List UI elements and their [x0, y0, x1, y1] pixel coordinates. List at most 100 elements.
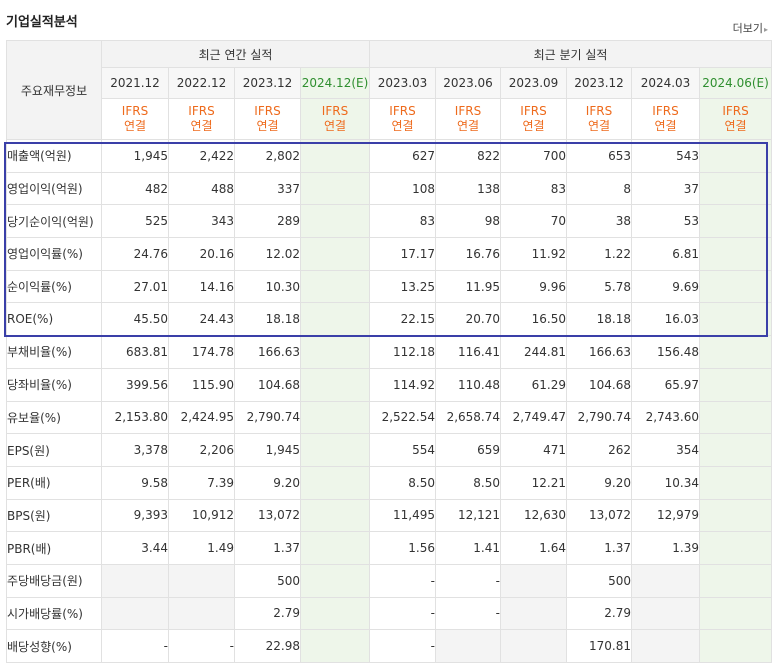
table-cell: 3.44: [101, 531, 169, 565]
table-cell: 37: [631, 171, 700, 206]
basis-line2: 연결: [654, 119, 677, 133]
table-cell: [300, 531, 370, 565]
table-cell: -: [435, 563, 501, 598]
basis-header: IFRS 연결: [168, 98, 235, 140]
table-cell: 1.22: [566, 237, 632, 271]
table-cell: 166.63: [566, 335, 632, 369]
table-cell: [300, 563, 370, 598]
basis-line1: IFRS: [520, 104, 547, 118]
table-cell: 659: [435, 433, 501, 467]
row-label: 시가배당률(%): [6, 596, 102, 631]
table-cell: [698, 629, 773, 663]
table-cell: 114.92: [369, 367, 436, 402]
basis-line2: 연결: [456, 119, 480, 133]
table-cell: 98: [435, 204, 501, 239]
table-cell: 12,630: [500, 498, 567, 533]
period-label: 2021.12: [110, 76, 160, 90]
table-cell: [698, 563, 773, 598]
table-cell: 471: [500, 433, 567, 467]
annual-group-header: 최근 연간 실적: [101, 40, 370, 68]
table-cell: 20.70: [435, 302, 501, 337]
table-cell: [698, 367, 773, 402]
row-label: 당기순이익(억원): [6, 204, 102, 239]
table-row: ROE(%) 45.50 24.43 18.18 22.15 20.70 16.50 18.1…: [6, 302, 773, 337]
table-cell: 8: [566, 171, 632, 206]
table-cell: 20.16: [168, 237, 235, 271]
basis-line1: IFRS: [652, 104, 679, 118]
table-cell: 2,658.74: [435, 400, 501, 435]
period-header: 2022.12: [168, 67, 235, 99]
row-label: 주당배당금(원): [6, 563, 102, 598]
basis-line2: 연결: [123, 119, 147, 133]
table-cell: 9.69: [631, 269, 700, 304]
table-cell: 3,378: [101, 433, 169, 467]
table-cell: 13,072: [566, 498, 632, 533]
table-cell: 11.92: [500, 237, 567, 271]
table-cell: [698, 498, 773, 533]
table-row: PBR(배) 3.44 1.49 1.37 1.56 1.41 1.64 1.37 1.39: [6, 531, 773, 565]
table-cell: 627: [369, 139, 436, 173]
table-cell: [300, 400, 370, 435]
table-cell: 27.01: [101, 269, 169, 304]
table-cell: 110.48: [435, 367, 501, 402]
table-cell: 9.20: [234, 465, 301, 500]
basis-line1: IFRS: [254, 104, 281, 118]
period-label: 2024.12(E): [301, 76, 369, 90]
table-cell: [698, 302, 773, 337]
row-label: 매출액(억원): [6, 139, 102, 173]
table-cell: 1.39: [631, 531, 700, 565]
basis-line2: 연결: [724, 119, 747, 133]
table-cell: 2,749.47: [500, 400, 567, 435]
table-row: 영업이익(억원) 482 488 337 108 138 83 8 37: [6, 171, 773, 206]
table-cell: 18.18: [234, 302, 301, 337]
table-cell: 61.29: [500, 367, 567, 402]
table-cell: 2,153.80: [101, 400, 169, 435]
table-cell: 2,790.74: [234, 400, 301, 435]
period-label: 2023.12: [574, 76, 624, 90]
table-row: 당기순이익(억원) 525 343 289 83 98 70 38 53: [6, 204, 773, 239]
table-cell: -: [101, 629, 169, 663]
basis-line2: 연결: [587, 119, 611, 133]
table-cell: 10.34: [631, 465, 700, 500]
table-cell: 10,912: [168, 498, 235, 533]
financial-table: 주요재무정보 최근 연간 실적 최근 분기 실적 2021.12 2022.12 2…: [6, 40, 773, 663]
basis-header: IFRS 연결: [698, 98, 773, 140]
table-cell: 2,206: [168, 433, 235, 467]
row-label: BPS(원): [6, 498, 102, 533]
table-cell: 2,424.95: [168, 400, 235, 435]
table-cell: 24.43: [168, 302, 235, 337]
more-link[interactable]: 더보기▸: [733, 20, 768, 36]
table-row: 영업이익률(%) 24.76 20.16 12.02 17.17 16.76 11.92 1.…: [6, 237, 773, 271]
table-cell: 9,393: [101, 498, 169, 533]
row-header-label: 주요재무정보: [6, 40, 102, 140]
table-cell: 2,790.74: [566, 400, 632, 435]
table-cell: 170.81: [566, 629, 632, 663]
table-cell: [631, 629, 700, 663]
row-label: PER(배): [6, 465, 102, 500]
table-cell: [168, 596, 235, 631]
period-header: 2023.09: [500, 67, 567, 99]
basis-line2: 연결: [391, 119, 414, 133]
basis-header: IFRS 연결: [300, 98, 370, 140]
basis-header: IFRS 연결: [500, 98, 567, 140]
table-cell: [698, 269, 773, 304]
table-cell: 112.18: [369, 335, 436, 369]
table-cell: 12.02: [234, 237, 301, 271]
basis-line1: IFRS: [389, 104, 416, 118]
period-header: 2023.03: [369, 67, 436, 99]
quarter-group-header: 최근 분기 실적: [368, 40, 773, 68]
table-cell: [300, 302, 370, 337]
table-cell: 18.18: [566, 302, 632, 337]
table-cell: [698, 335, 773, 369]
table-cell: 108: [369, 171, 436, 206]
table-cell: 399.56: [101, 367, 169, 402]
table-cell: 12,121: [435, 498, 501, 533]
table-cell: 1.64: [500, 531, 567, 565]
table-cell: 2,802: [234, 139, 301, 173]
table-cell: [300, 498, 370, 533]
table-cell: 500: [566, 563, 632, 598]
table-cell: 700: [500, 139, 567, 173]
period-header: 2024.03: [631, 67, 700, 99]
table-cell: 2,422: [168, 139, 235, 173]
table-cell: [435, 629, 501, 663]
